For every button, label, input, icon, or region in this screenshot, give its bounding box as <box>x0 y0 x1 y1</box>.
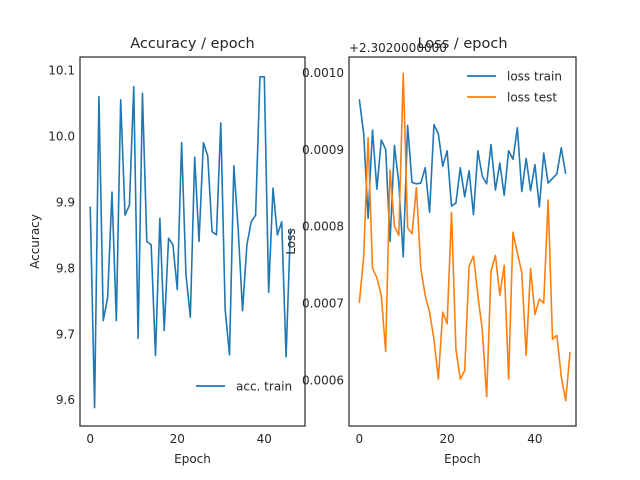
series-line-loss-train <box>358 99 567 258</box>
y-tick-label: 10.0 <box>48 130 75 144</box>
chart-title: Accuracy / epoch <box>130 36 254 52</box>
chart-title: Loss / epoch <box>417 36 507 52</box>
legend-label: loss train <box>507 70 562 84</box>
y-axis-label: Accuracy <box>28 214 42 269</box>
series-line-acc-train <box>89 75 292 409</box>
y-tick-label: 0.0010 <box>302 66 344 80</box>
x-tick-label: 20 <box>439 432 454 446</box>
x-tick-label: 40 <box>527 432 542 446</box>
y-tick-label: 0.0009 <box>302 143 344 157</box>
panel-2: 0 20 40 0.0006 0.0007 0.0008 0.0009 0.0010 +2.30… <box>284 36 577 466</box>
legend-label: acc. train <box>236 380 292 394</box>
y-offset-text: +2.3020000000 <box>349 41 447 55</box>
x-tick-label: 20 <box>170 432 185 446</box>
x-axis-label: Epoch <box>444 452 481 466</box>
y-axis-label: Loss <box>284 228 298 254</box>
y-tick-label: 9.6 <box>56 393 75 407</box>
y-tick-label: 0.0008 <box>302 220 344 234</box>
x-axis-label: Epoch <box>174 452 211 466</box>
x-tick-label: 0 <box>86 432 94 446</box>
legend: loss train loss test <box>467 70 562 105</box>
axes-frame <box>348 56 577 427</box>
y-tick-label: 0.0006 <box>302 373 344 387</box>
panel-1: 0 20 40 9.6 9.7 9.8 9.9 10.0 10.1 Accuracy / epoc… <box>28 36 306 466</box>
axes-frame <box>79 56 306 427</box>
x-tick-label: 0 <box>355 432 363 446</box>
x-tick-label: 40 <box>257 432 272 446</box>
y-tick-label: 0.0007 <box>302 297 344 311</box>
legend-label: loss test <box>507 91 557 105</box>
legend: acc. train <box>196 380 292 394</box>
series-line-loss-test <box>358 72 571 402</box>
y-tick-label: 10.1 <box>48 64 75 78</box>
y-tick-label: 9.7 <box>56 327 75 341</box>
y-tick-label: 9.8 <box>56 261 75 275</box>
y-tick-label: 9.9 <box>56 195 75 209</box>
